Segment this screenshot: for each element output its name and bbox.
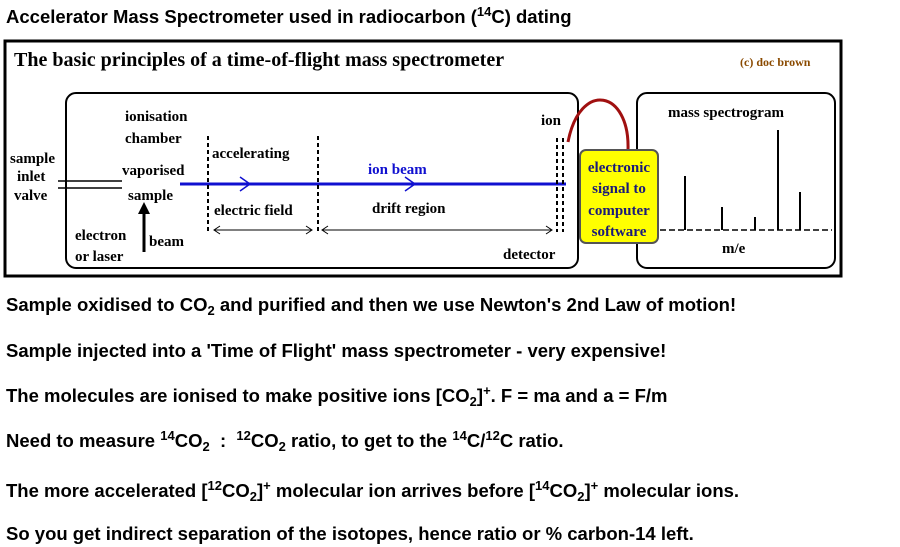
line-part: The molecules are ionised to make positi…: [6, 385, 470, 406]
line-part: molecular ions.: [598, 480, 740, 501]
line-part: +: [483, 383, 491, 398]
dashed-plates: [207, 136, 564, 232]
line-part: 14: [160, 428, 175, 443]
text-line: Sample injected into a 'Time of Flight' …: [6, 340, 666, 362]
line-part: 2: [202, 439, 210, 454]
credit: (c) doc brown: [740, 55, 811, 69]
label: software: [592, 224, 647, 240]
text-line: Need to measure 14CO2 : 12CO2 ratio, to …: [6, 428, 564, 454]
line-part: +: [590, 478, 599, 493]
label: vaporised: [122, 163, 185, 179]
electron-arrowhead: [138, 202, 150, 214]
line-part: C/: [466, 430, 486, 451]
line-part: ratio, to get to the: [285, 430, 453, 451]
signal-wire: [566, 98, 630, 151]
title-sup: 14: [476, 4, 492, 19]
line-part: ]: [584, 480, 591, 501]
line-part: The more accelerated [: [6, 480, 208, 501]
line-part: :: [209, 430, 237, 451]
label: valve: [14, 188, 48, 204]
line-part: and purified and then we use Newton's 2n…: [214, 294, 737, 315]
label: mass spectrogram: [668, 105, 784, 121]
diagram: The basic principles of a time-of-flight…: [3, 39, 843, 278]
label: detector: [503, 247, 556, 263]
electronic-box: [579, 149, 659, 244]
page-title: Accelerator Mass Spectrometer used in ra…: [6, 4, 572, 28]
line-part: CO: [250, 430, 279, 451]
title-text: C) dating: [491, 6, 572, 27]
line-part: 2: [249, 489, 257, 504]
line-part: CO: [549, 480, 578, 501]
drift-arrow: [321, 225, 553, 235]
line-part: Need to measure: [6, 430, 161, 451]
label: m/e: [722, 241, 746, 257]
text-line: The more accelerated [12CO2]+ molecular …: [6, 478, 739, 504]
text-line: The molecules are ionised to make positi…: [6, 383, 668, 409]
line-part: ]: [256, 480, 264, 501]
line-part: 14: [534, 478, 550, 493]
line-part: CO: [222, 480, 250, 501]
line-part: +: [263, 478, 271, 493]
line-part: Sample injected into a 'Time of Flight' …: [6, 340, 667, 361]
line-part: 2: [577, 489, 585, 504]
label: signal to: [592, 181, 646, 197]
line-part: C ratio.: [499, 430, 564, 451]
line-part: 2: [469, 394, 477, 409]
label: or laser: [75, 249, 124, 265]
label: ionisation: [125, 109, 188, 125]
peaks: [684, 130, 801, 230]
line-part: 14: [452, 428, 467, 443]
line-part: molecular ion arrives before [: [270, 480, 535, 501]
label: electric field: [214, 203, 293, 219]
title-text: Accelerator Mass Spectrometer used in ra…: [6, 6, 477, 27]
text-line: Sample oxidised to CO2 and purified and …: [6, 294, 736, 318]
line-part: CO: [174, 430, 203, 451]
beam-arrows: [239, 176, 417, 192]
label: chamber: [125, 131, 182, 147]
label: sample: [10, 151, 55, 167]
line-part: . F = ma and a = F/m: [490, 385, 668, 406]
label: computer: [588, 203, 650, 219]
line-part: ]: [476, 385, 484, 406]
label: sample: [128, 188, 173, 204]
text-line: So you get indirect separation of the is…: [6, 523, 694, 545]
label: ion: [541, 113, 562, 129]
line-part: 12: [236, 428, 251, 443]
line-part: 12: [485, 428, 500, 443]
line-part: 2: [207, 303, 215, 318]
label: electronic: [588, 160, 651, 176]
electronic-text: electronic signal to computer software: [588, 160, 651, 240]
label: drift region: [372, 201, 446, 217]
line-part: 12: [207, 478, 222, 493]
label: accelerating: [212, 146, 290, 162]
field-arrow: [213, 225, 313, 235]
label: inlet: [17, 169, 45, 185]
line-part: Sample oxidised to CO: [6, 294, 208, 315]
frame: [3, 39, 843, 278]
line-part: So you get indirect separation of the is…: [6, 523, 694, 544]
diagram-heading: The basic principles of a time-of-flight…: [14, 49, 504, 71]
label: ion beam: [368, 162, 427, 178]
label: beam: [149, 234, 185, 250]
line-part: 2: [278, 439, 286, 454]
label: electron: [75, 228, 127, 244]
